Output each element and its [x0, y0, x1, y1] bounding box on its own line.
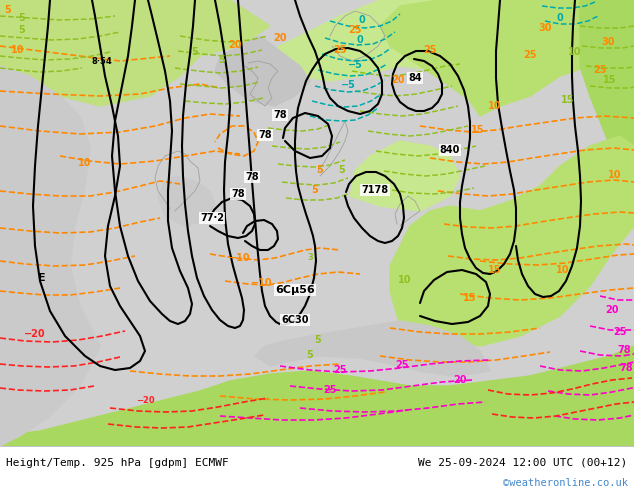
Text: 5: 5 — [18, 13, 25, 23]
Text: 78: 78 — [273, 110, 287, 120]
Text: 10: 10 — [78, 158, 92, 168]
Text: 20: 20 — [605, 305, 619, 315]
Text: 25: 25 — [348, 25, 362, 35]
Polygon shape — [0, 0, 270, 106]
Text: 15: 15 — [471, 125, 485, 135]
Polygon shape — [215, 36, 310, 106]
Text: 25: 25 — [333, 365, 347, 375]
Text: 15: 15 — [603, 75, 617, 85]
Text: 5: 5 — [307, 350, 313, 360]
Text: 5: 5 — [314, 335, 321, 345]
Polygon shape — [158, 176, 215, 226]
Text: 20: 20 — [273, 33, 287, 43]
Text: 25: 25 — [523, 50, 537, 60]
Text: 25: 25 — [613, 327, 627, 337]
Text: 78: 78 — [245, 172, 259, 182]
Text: We 25-09-2024 12:00 UTC (00+12): We 25-09-2024 12:00 UTC (00+12) — [418, 458, 628, 468]
Text: 25: 25 — [333, 45, 347, 55]
Text: 25: 25 — [424, 45, 437, 55]
Text: 5: 5 — [18, 25, 25, 35]
Text: ©weatheronline.co.uk: ©weatheronline.co.uk — [503, 478, 628, 489]
Polygon shape — [390, 136, 634, 346]
Text: 0: 0 — [356, 35, 363, 45]
Text: −5: −5 — [347, 60, 363, 70]
Text: 30: 30 — [601, 37, 615, 47]
Text: 20: 20 — [391, 75, 404, 85]
Text: Height/Temp. 925 hPa [gdpm] ECMWF: Height/Temp. 925 hPa [gdpm] ECMWF — [6, 458, 229, 468]
Text: 77·2: 77·2 — [200, 213, 224, 223]
Text: −5: −5 — [340, 80, 356, 90]
Text: 5: 5 — [316, 165, 323, 175]
Text: 15: 15 — [463, 293, 477, 303]
Text: 84: 84 — [408, 73, 422, 83]
Text: −10: −10 — [251, 278, 273, 288]
Text: 6Cµ56: 6Cµ56 — [275, 285, 315, 295]
Text: 25: 25 — [323, 385, 337, 395]
Text: 7178: 7178 — [361, 185, 389, 195]
Text: 5: 5 — [191, 47, 198, 57]
Text: 78: 78 — [617, 345, 631, 355]
Text: 5: 5 — [339, 165, 346, 175]
Text: 78: 78 — [619, 363, 633, 373]
Text: 5: 5 — [312, 185, 318, 195]
Polygon shape — [580, 0, 634, 246]
Polygon shape — [350, 141, 460, 211]
Text: 10: 10 — [568, 47, 582, 57]
Text: 840: 840 — [440, 145, 460, 155]
Text: 5: 5 — [4, 5, 11, 15]
Text: 3: 3 — [307, 253, 313, 263]
Text: 78: 78 — [258, 130, 272, 140]
Text: 10: 10 — [398, 275, 411, 285]
Polygon shape — [380, 0, 634, 116]
Polygon shape — [255, 321, 490, 376]
Text: 0: 0 — [359, 15, 365, 25]
Text: 10: 10 — [11, 45, 25, 55]
Text: 0: 0 — [557, 13, 564, 23]
Text: 5: 5 — [219, 55, 225, 65]
Text: 6C30: 6C30 — [281, 315, 309, 325]
Text: 25: 25 — [395, 360, 409, 370]
Text: 30: 30 — [538, 23, 552, 33]
Polygon shape — [0, 66, 100, 446]
Text: 8·54: 8·54 — [92, 57, 112, 67]
Polygon shape — [260, 0, 560, 106]
Text: 15: 15 — [561, 95, 575, 105]
Text: 20: 20 — [228, 40, 242, 50]
Text: −10: −10 — [229, 253, 251, 263]
Text: −20: −20 — [136, 395, 154, 405]
Text: 10: 10 — [488, 101, 501, 111]
Text: 15: 15 — [488, 265, 501, 275]
Text: 20: 20 — [453, 375, 467, 385]
Text: 10: 10 — [556, 265, 570, 275]
Text: E: E — [38, 273, 46, 283]
Text: 25: 25 — [593, 65, 607, 75]
Text: 10: 10 — [608, 170, 622, 180]
Polygon shape — [0, 346, 634, 446]
Text: 78: 78 — [231, 189, 245, 199]
Text: −20: −20 — [24, 329, 46, 339]
